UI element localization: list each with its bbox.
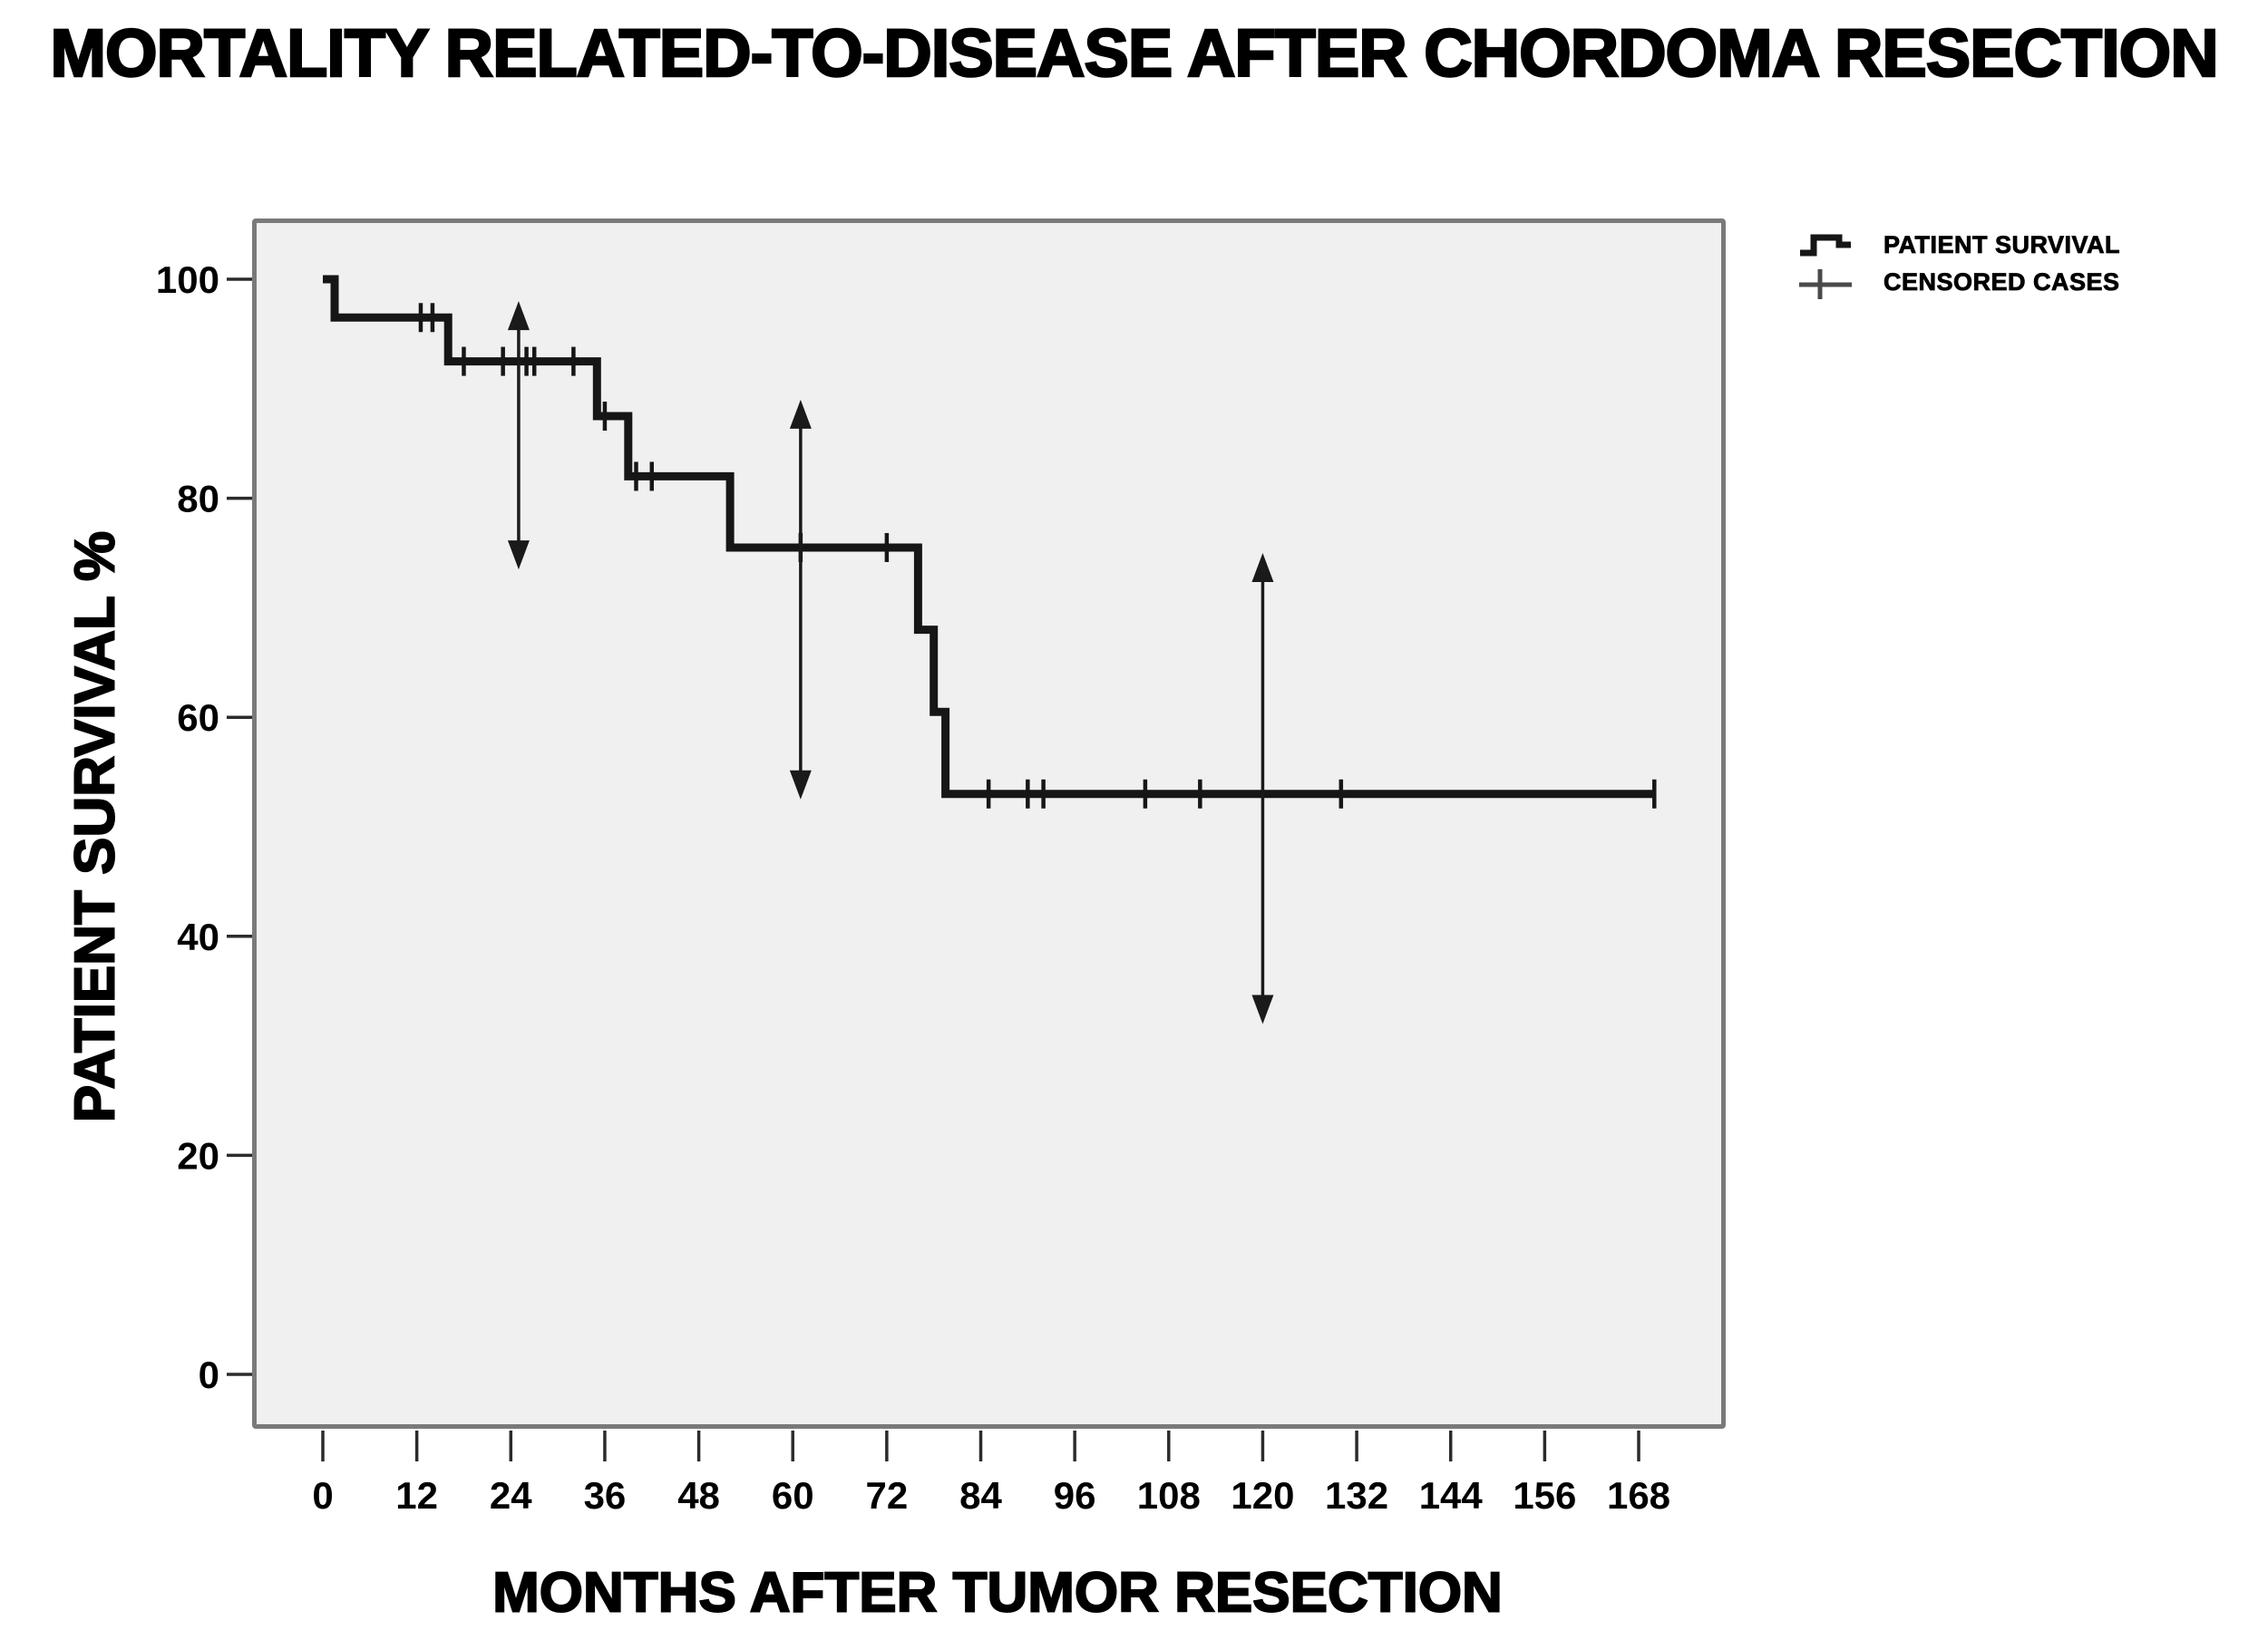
x-tick-label: 24: [490, 1474, 532, 1517]
x-tick-label: 48: [677, 1474, 720, 1517]
y-tick-label: 0: [199, 1354, 219, 1396]
y-axis-title: PATIENT SURVIVAL %: [63, 530, 128, 1123]
x-tick-label: 132: [1325, 1474, 1388, 1517]
x-axis-title: MONTHS AFTER TUMOR RESECTION: [492, 1561, 1504, 1625]
x-tick-label: 0: [312, 1474, 333, 1517]
legend-item-patient-survival: PATIENT SURVIVAL: [1798, 227, 2120, 264]
confidence-arrow-head-down: [1251, 995, 1274, 1024]
y-tick-label: 80: [177, 478, 219, 520]
chart-title: MORTALITY RELATED-TO-DISEASE AFTER CHORD…: [49, 15, 2220, 92]
y-tick-label: 100: [156, 258, 219, 301]
x-tick-label: 156: [1513, 1474, 1576, 1517]
x-tick-label: 36: [584, 1474, 627, 1517]
x-tick-label: 168: [1607, 1474, 1670, 1517]
survival-step-curve: [323, 275, 1655, 799]
confidence-arrow-head-up: [1251, 553, 1274, 582]
plot-area: [252, 218, 1726, 1429]
x-tick-label: 12: [395, 1474, 438, 1517]
y-tick-label: 60: [177, 696, 219, 739]
legend-label-patient-survival: PATIENT SURVIVAL: [1884, 231, 2121, 259]
legend: PATIENT SURVIVAL CENSORED CASES: [1798, 227, 2120, 301]
x-tick-label: 108: [1137, 1474, 1201, 1517]
y-tick-label: 40: [177, 916, 219, 958]
confidence-arrow-head-up: [507, 301, 530, 331]
x-tick-label: 144: [1419, 1474, 1484, 1517]
confidence-arrow-head-up: [789, 399, 812, 429]
y-tick-label: 20: [177, 1134, 219, 1177]
confidence-arrow-head-down: [789, 770, 812, 800]
legend-label-censored-cases: CENSORED CASES: [1884, 268, 2120, 296]
x-tick-label: 96: [1054, 1474, 1096, 1517]
x-tick-label: 120: [1231, 1474, 1294, 1517]
x-tick-label: 72: [866, 1474, 909, 1517]
step-line-icon: [1800, 234, 1851, 256]
x-tick-label: 60: [772, 1474, 814, 1517]
legend-item-censored-cases: CENSORED CASES: [1798, 264, 2120, 301]
confidence-arrow-head-down: [507, 540, 530, 570]
x-tick-label: 84: [959, 1474, 1002, 1517]
plus-icon: [1799, 268, 1852, 299]
